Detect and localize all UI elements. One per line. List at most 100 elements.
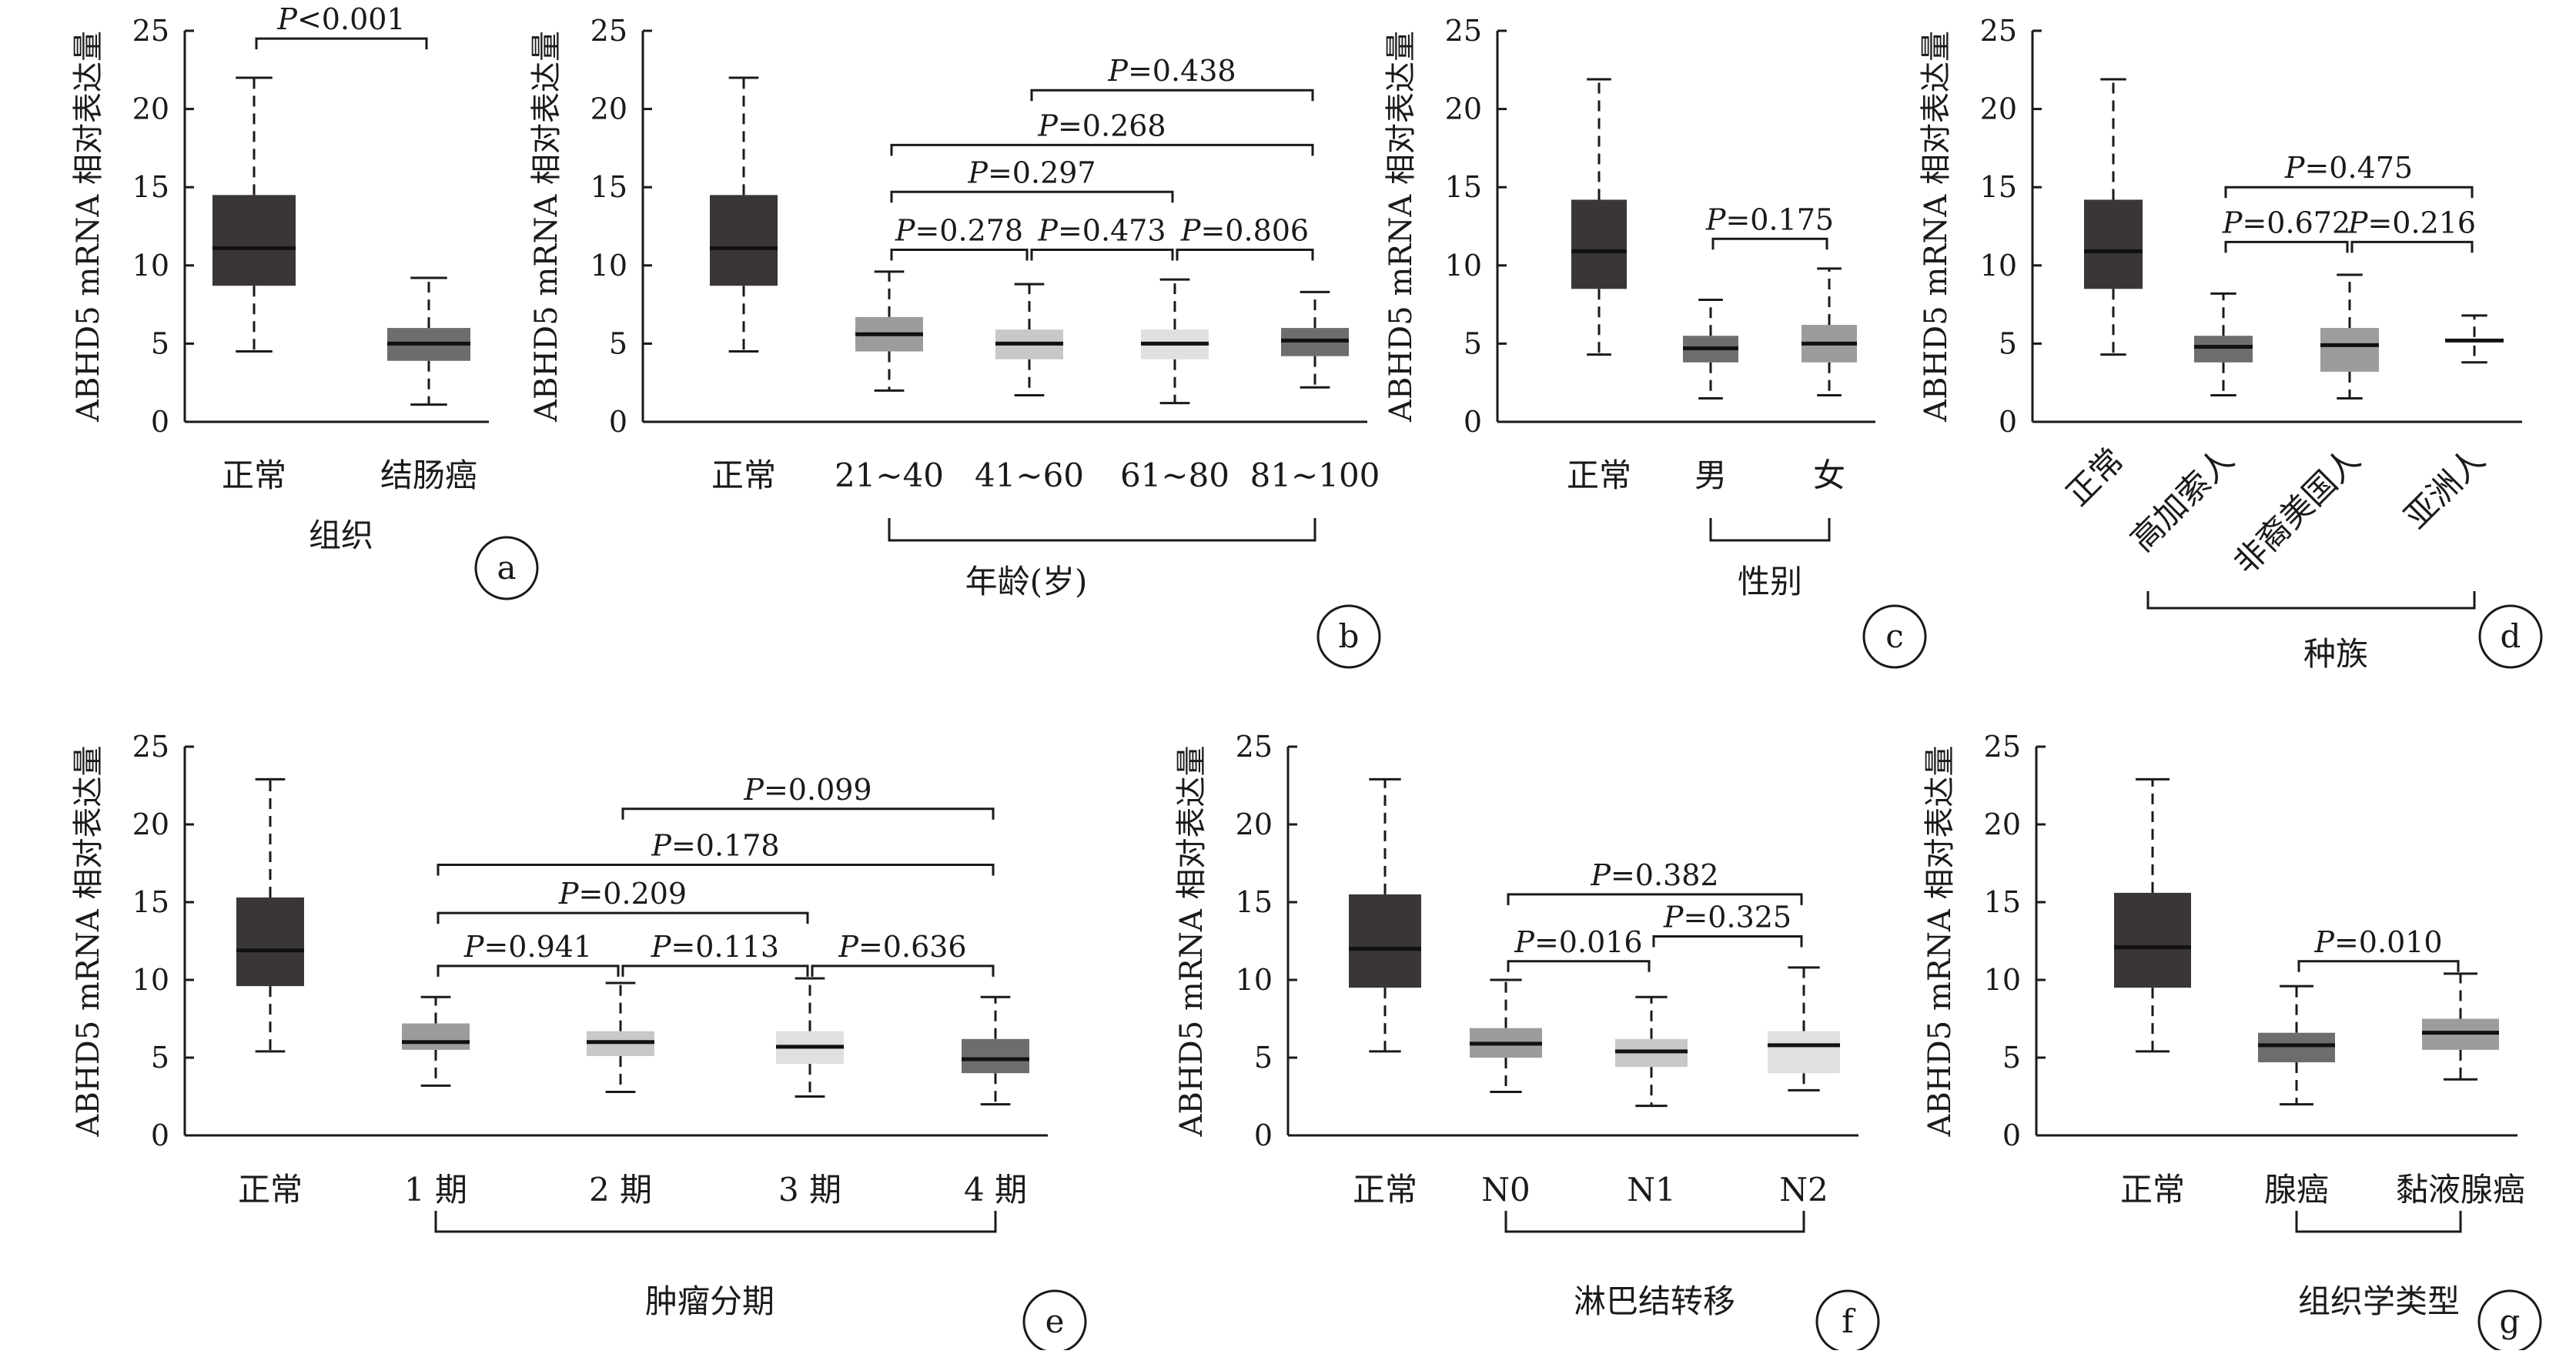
y-tick-label: 15 bbox=[1445, 170, 1482, 204]
p-value-label: P=0.941 bbox=[463, 930, 592, 964]
p-value-label: P=0.672 bbox=[2222, 206, 2350, 239]
iqr-box bbox=[2084, 199, 2143, 289]
y-tick-label: 10 bbox=[1236, 963, 1273, 997]
iqr-box bbox=[236, 897, 304, 987]
comparison: P=0.113 bbox=[621, 930, 809, 977]
p-value-label: P=0.113 bbox=[651, 930, 779, 964]
comparison-bracket bbox=[890, 190, 1174, 203]
comparison: P=0.297 bbox=[890, 155, 1174, 203]
iqr-box bbox=[1571, 199, 1627, 289]
y-tick-label: 15 bbox=[132, 170, 169, 204]
category-label: 亚洲人 bbox=[2397, 440, 2492, 536]
comparison: P=0.941 bbox=[437, 930, 620, 977]
y-tick-label: 0 bbox=[151, 1118, 169, 1152]
y-tick-label: 10 bbox=[590, 249, 627, 283]
box-1 bbox=[1571, 78, 1627, 356]
y-axis-label: ABHD5 mRNA 相对表达量 bbox=[1383, 31, 1419, 423]
category-label: 41~60 bbox=[975, 456, 1084, 494]
category-label: 正常 bbox=[1353, 1171, 1417, 1209]
group-bracket bbox=[2295, 1211, 2462, 1233]
category-label: 正常 bbox=[2120, 1171, 2185, 1209]
y-axis-label: ABHD5 mRNA 相对表达量 bbox=[1919, 31, 1954, 423]
comparison: P=0.636 bbox=[811, 930, 995, 977]
comparison: P=0.325 bbox=[1652, 900, 1803, 948]
comparison: P=0.016 bbox=[1507, 925, 1651, 972]
comparison: P=0.209 bbox=[437, 877, 809, 924]
comparison-bracket bbox=[1507, 893, 1803, 905]
y-tick-label: 0 bbox=[1999, 405, 2017, 439]
p-value-label: P=0.325 bbox=[1663, 900, 1791, 934]
y-tick-label: 5 bbox=[151, 326, 169, 360]
p-value-label: P=0.016 bbox=[1514, 925, 1642, 959]
y-tick-label: 25 bbox=[1984, 730, 2021, 764]
y-tick-label: 5 bbox=[1254, 1041, 1273, 1075]
iqr-box bbox=[962, 1038, 1029, 1074]
comparison-bracket bbox=[890, 143, 1314, 156]
category-label: N0 bbox=[1481, 1171, 1530, 1209]
iqr-box bbox=[2320, 328, 2379, 372]
y-tick-label: 0 bbox=[609, 405, 627, 439]
p-value-label: P=0.806 bbox=[1180, 213, 1309, 247]
comparison: P=0.268 bbox=[890, 109, 1314, 156]
box-2 bbox=[1683, 299, 1738, 400]
category-label: 正常 bbox=[222, 456, 286, 494]
box-1 bbox=[710, 76, 778, 353]
x-axis-title: 淋巴结转移 bbox=[1574, 1282, 1735, 1320]
y-tick-label: 25 bbox=[132, 730, 169, 764]
y-tick-label: 15 bbox=[1984, 885, 2021, 919]
iqr-box bbox=[2258, 1032, 2335, 1063]
y-tick-label: 5 bbox=[2002, 1041, 2021, 1075]
y-tick-label: 20 bbox=[1984, 807, 2021, 841]
y-tick-label: 5 bbox=[1999, 326, 2017, 360]
comparison-bracket bbox=[437, 965, 620, 977]
category-label: 81~100 bbox=[1250, 456, 1380, 494]
comparison-bracket bbox=[2224, 186, 2474, 199]
y-tick-label: 20 bbox=[1236, 807, 1273, 841]
y-tick-label: 10 bbox=[1445, 249, 1482, 283]
category-label: N1 bbox=[1627, 1171, 1675, 1209]
comparison-bracket bbox=[1711, 237, 1828, 250]
box-5 bbox=[962, 995, 1029, 1106]
box-3 bbox=[2320, 273, 2379, 400]
category-label: 结肠癌 bbox=[380, 456, 477, 494]
box-3 bbox=[1615, 995, 1688, 1108]
category-label: N2 bbox=[1779, 1171, 1828, 1209]
p-value-label: P=0.178 bbox=[651, 829, 779, 863]
p-value-label: P=0.473 bbox=[1037, 213, 1166, 247]
x-axis-title: 组织 bbox=[309, 517, 373, 554]
y-tick-label: 25 bbox=[590, 14, 627, 48]
y-tick-label: 0 bbox=[1464, 405, 1482, 439]
y-tick-label: 15 bbox=[590, 170, 627, 204]
comparison: P=0.178 bbox=[437, 829, 995, 876]
group-bracket bbox=[434, 1211, 997, 1233]
y-axis-label: ABHD5 mRNA 相对表达量 bbox=[1174, 745, 1209, 1137]
y-tick-label: 10 bbox=[1984, 963, 2021, 997]
panel-letter: b bbox=[1339, 617, 1360, 655]
iqr-box bbox=[212, 195, 296, 286]
comparison: P=0.278 bbox=[890, 213, 1029, 261]
box-3 bbox=[587, 981, 654, 1093]
comparison-bracket bbox=[621, 807, 995, 820]
x-axis-title: 肿瘤分期 bbox=[645, 1282, 774, 1320]
comparison-bracket bbox=[1507, 960, 1651, 972]
box-3 bbox=[995, 283, 1063, 396]
category-label: 2 期 bbox=[589, 1171, 652, 1209]
panel-circle bbox=[474, 536, 539, 600]
y-tick-label: 25 bbox=[1445, 14, 1482, 48]
y-axis-label: ABHD5 mRNA 相对表达量 bbox=[1922, 745, 1958, 1137]
p-value-label: P=0.297 bbox=[967, 155, 1096, 189]
y-tick-label: 5 bbox=[1464, 326, 1482, 360]
box-2 bbox=[402, 995, 470, 1087]
category-label: 21~40 bbox=[835, 456, 944, 494]
p-value-label: P=0.475 bbox=[2284, 151, 2413, 185]
y-tick-label: 25 bbox=[132, 14, 169, 48]
box-2 bbox=[2194, 292, 2253, 396]
p-value-label: P=0.382 bbox=[1590, 858, 1718, 892]
comparison: P=0.382 bbox=[1507, 858, 1803, 905]
y-tick-label: 0 bbox=[1254, 1118, 1273, 1152]
box-2 bbox=[387, 276, 470, 406]
